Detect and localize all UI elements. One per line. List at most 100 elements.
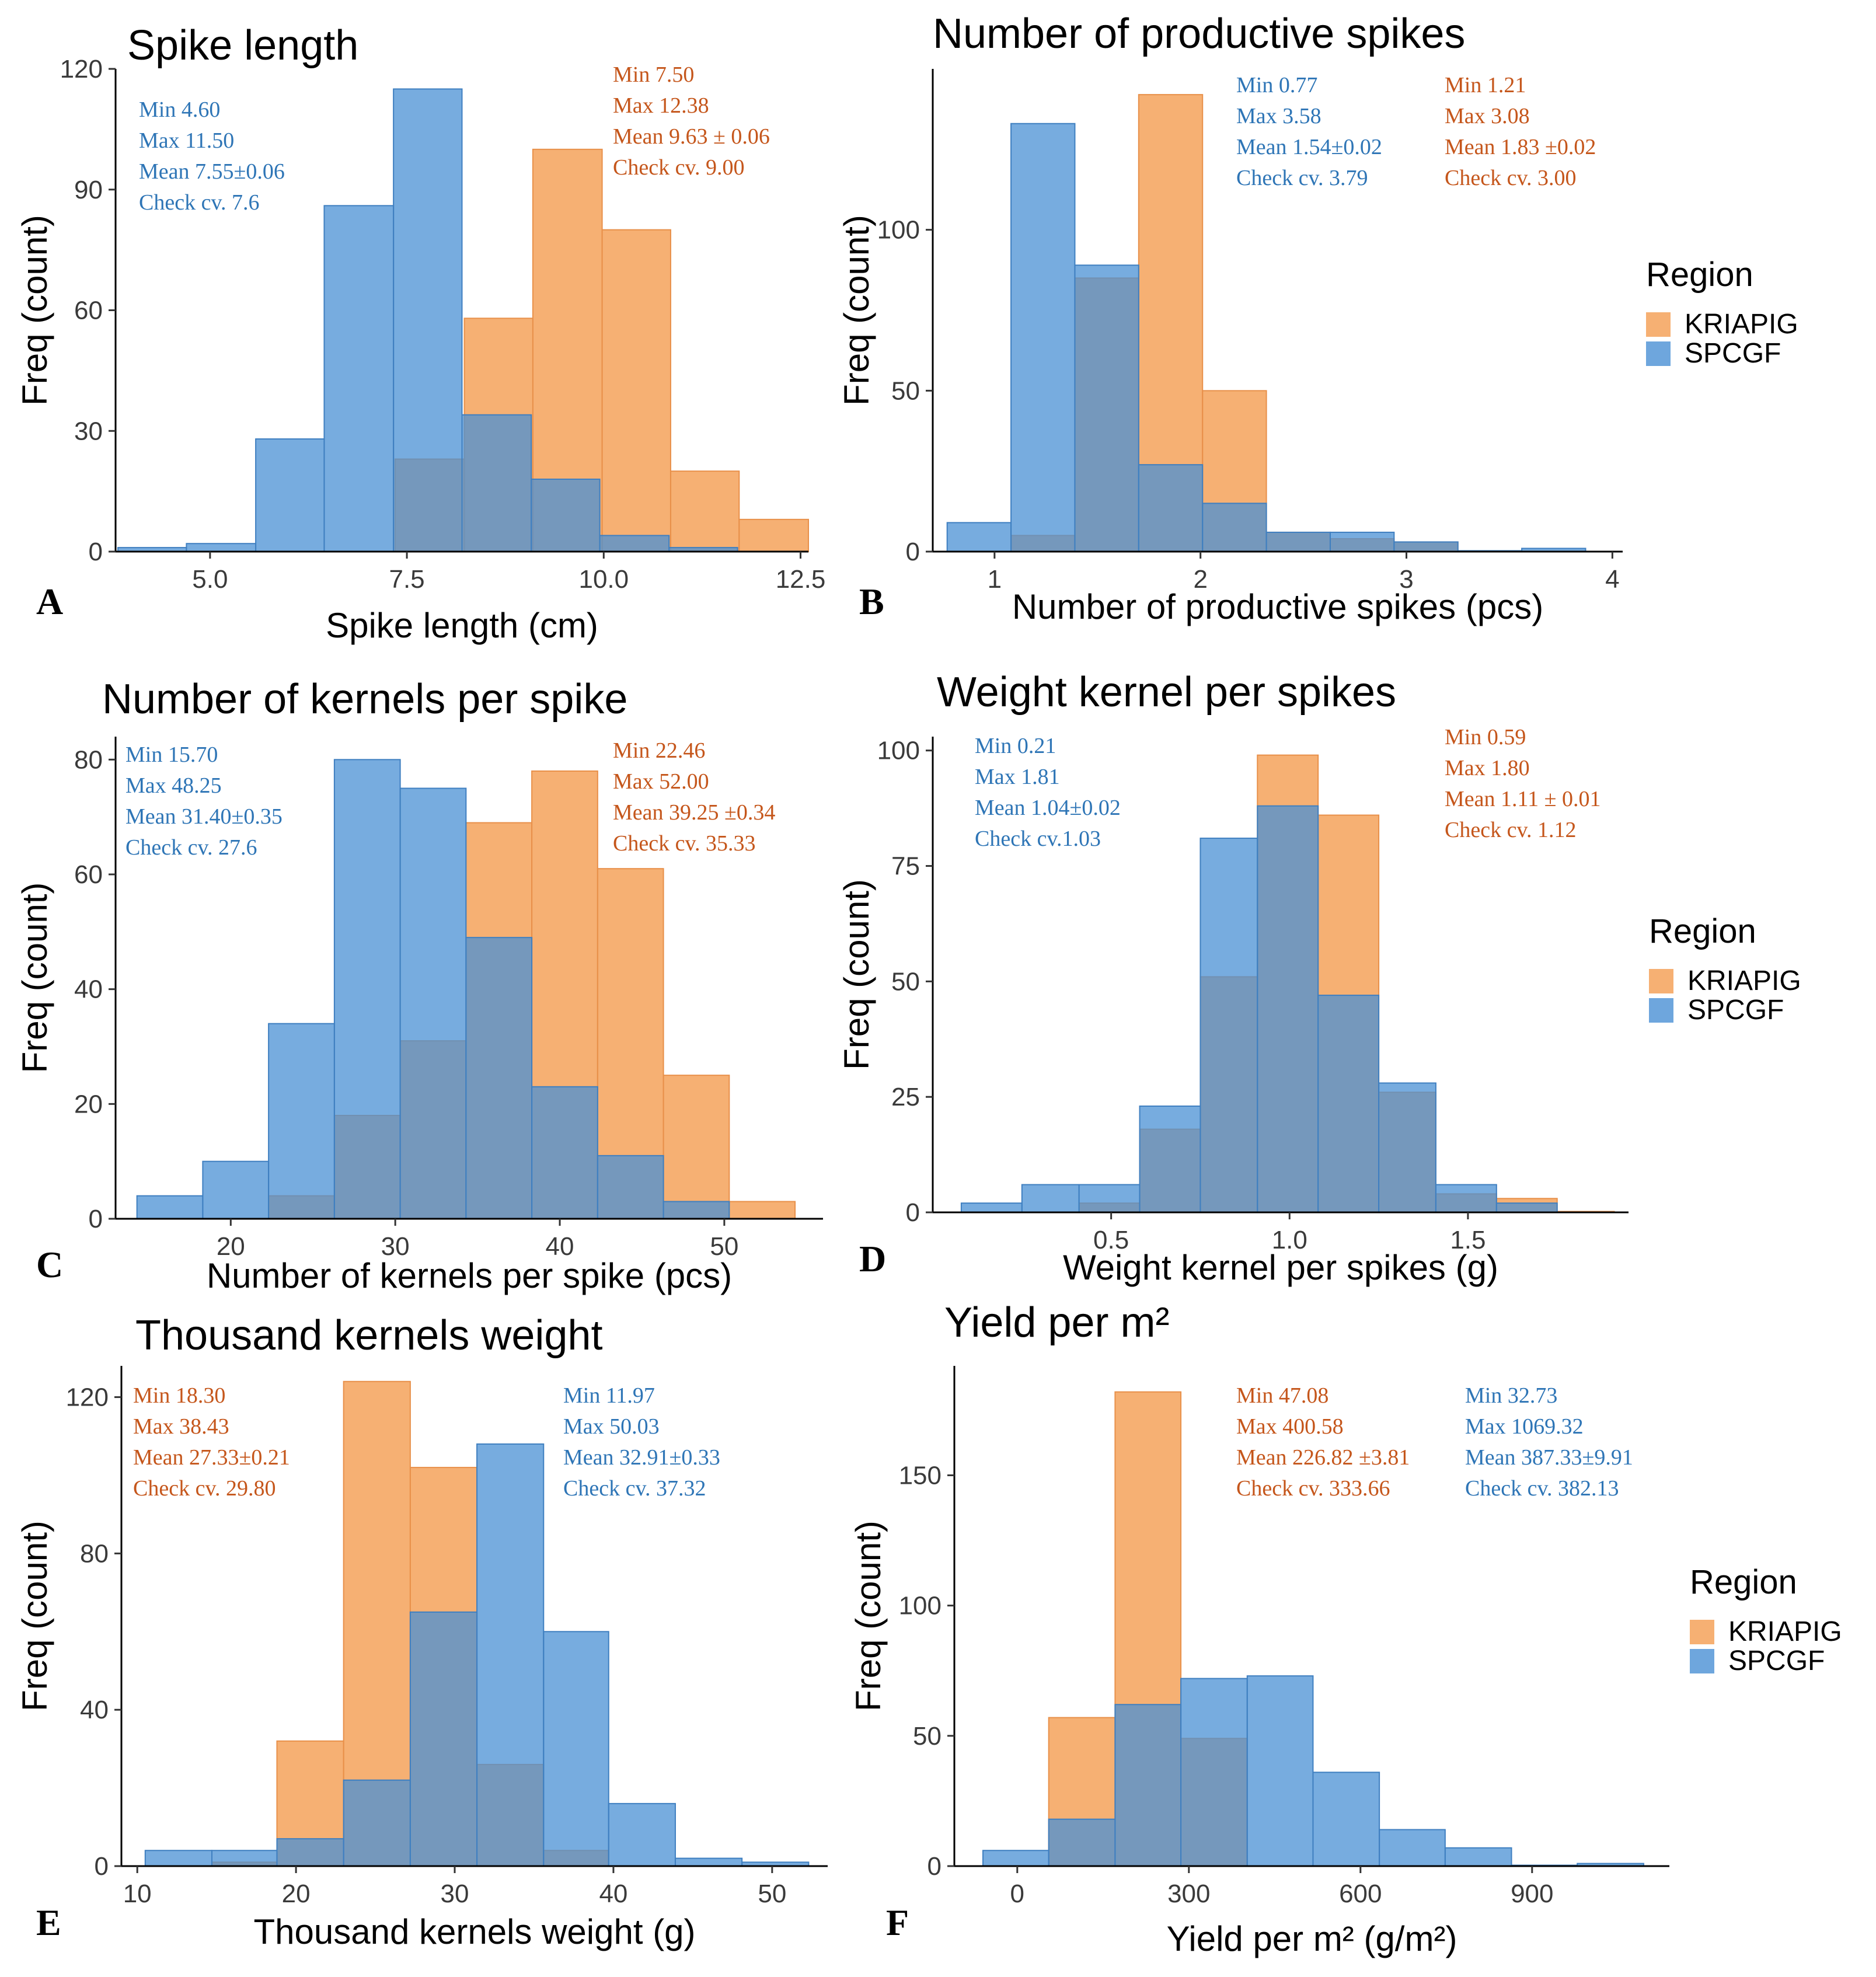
bar-spcgf: [1257, 805, 1319, 1213]
panel-title: Spike length: [127, 22, 358, 69]
stat-line: Check cv.1.03: [975, 827, 1101, 851]
stat-line: Max 12.38: [613, 93, 709, 118]
bar-spcgf: [608, 1802, 676, 1867]
stat-line: Min 1.21: [1445, 73, 1526, 97]
y-tick-label: 0: [906, 1198, 920, 1227]
bar-spcgf: [1378, 1082, 1436, 1214]
y-tick-label: 30: [74, 417, 103, 445]
legend-swatch-kriapig: [1649, 969, 1673, 993]
y-tick-label: 80: [74, 745, 103, 774]
series-spcgf: [946, 123, 1586, 553]
x-tick-label: 1: [988, 565, 1002, 594]
x-tick-label: 3: [1399, 565, 1413, 594]
bar-spcgf: [461, 414, 532, 553]
y-tick-label: 40: [74, 975, 103, 1004]
y-tick-label: 75: [891, 852, 920, 881]
stat-line: Check cv. 3.79: [1236, 166, 1368, 190]
stats-kriapig: Min 7.50 Max 12.38 Mean 9.63 ± 0.06 Check c…: [613, 62, 770, 180]
stat-line: Mean 9.63 ± 0.06: [613, 124, 770, 149]
bar-spcgf: [1074, 264, 1139, 552]
bar-spcgf: [1114, 1704, 1182, 1867]
legend-swatch-kriapig: [1690, 1620, 1714, 1644]
stats-spcgf: Min 11.97 Max 50.03 Mean 32.91±0.33 Check c…: [563, 1383, 720, 1501]
bar-spcgf: [276, 1838, 344, 1867]
bar-spcgf: [333, 759, 401, 1220]
y-tick-label: 120: [66, 1383, 109, 1412]
x-tick-label: 12.5: [776, 565, 826, 594]
legend-title: Region: [1690, 1563, 1797, 1601]
y-tick-label: 50: [913, 1722, 942, 1751]
legend-label-spcgf: SPCGF: [1685, 338, 1781, 369]
panel-e: 0 40 80 120 10 20 30 40 50 Thousand kernels weigh…: [15, 1312, 828, 1951]
stat-line: Mean 1.04±0.02: [975, 796, 1121, 820]
bar-spcgf: [982, 1850, 1049, 1867]
bar-spcgf: [531, 478, 601, 553]
panel-letter: B: [859, 581, 884, 622]
stats-kriapig: Min 22.46 Max 52.00 Mean 39.25 ±0.34 Check …: [613, 738, 775, 856]
series-spcgf: [117, 88, 738, 553]
legend-label-kriapig: KRIAPIG: [1685, 309, 1798, 340]
stats-spcgf: Min 0.77 Max 3.58 Mean 1.54±0.02 Check cv. …: [1236, 73, 1382, 190]
y-tick-label: 60: [74, 297, 103, 325]
stat-line: Min 4.60: [139, 97, 220, 122]
stat-line: Max 3.08: [1445, 104, 1530, 128]
stat-line: Mean 32.91±0.33: [563, 1445, 720, 1470]
stat-line: Mean 31.40±0.35: [125, 804, 283, 829]
y-tick-label: 120: [60, 55, 103, 83]
stat-line: Min 32.73: [1465, 1383, 1557, 1408]
bar-spcgf: [393, 88, 463, 553]
bar-spcgf: [1329, 531, 1395, 552]
stats-kriapig: Min 47.08 Max 400.58 Mean 226.82 ±3.81 Chec…: [1236, 1383, 1410, 1501]
series-spcgf: [144, 1443, 810, 1867]
bar-kriapig: [662, 1075, 730, 1219]
x-tick-label: 40: [599, 1880, 627, 1908]
bar-spcgf: [202, 1160, 270, 1219]
stat-line: Mean 1.54±0.02: [1236, 135, 1382, 159]
stat-line: Check cv. 1.12: [1445, 818, 1576, 842]
stat-line: Min 7.50: [613, 62, 694, 87]
y-tick-label: 0: [89, 1205, 103, 1233]
panel-letter: C: [36, 1244, 63, 1285]
panel-title: Number of kernels per spike: [102, 676, 627, 723]
y-tick-label: 100: [877, 216, 920, 245]
bar-spcgf: [662, 1201, 730, 1219]
panel-title: Weight kernel per spikes: [937, 669, 1396, 716]
x-tick-label: 1.5: [1450, 1226, 1486, 1254]
y-tick-label: 50: [891, 967, 920, 996]
y-axis-label: Freq (count): [837, 215, 876, 406]
bar-spcgf: [1021, 1184, 1080, 1214]
x-axis-label: Number of kernels per spike (pcs): [207, 1256, 732, 1295]
bar-spcgf: [1139, 1106, 1201, 1214]
panel-f: 0 50 100 150 0 300 600 900 Yield per m² Yield per…: [849, 1299, 1669, 1958]
stat-line: Min 18.30: [133, 1383, 225, 1408]
y-tick-label: 50: [891, 376, 920, 405]
bar-spcgf: [543, 1631, 609, 1867]
stat-line: Max 1.80: [1445, 756, 1530, 780]
legend-label-kriapig: KRIAPIG: [1687, 965, 1801, 996]
stats-kriapig: Min 18.30 Max 38.43 Mean 27.33±0.21 Check c…: [133, 1383, 290, 1501]
x-tick-label: 7.5: [389, 565, 424, 594]
y-tick-label: 20: [74, 1090, 103, 1118]
bar-spcgf: [136, 1195, 204, 1220]
panel-letter: F: [886, 1902, 909, 1943]
legend-swatch-kriapig: [1646, 312, 1671, 337]
legend-title: Region: [1649, 912, 1756, 950]
bar-spcgf: [1138, 464, 1204, 553]
panel-title: Thousand kernels weight: [135, 1312, 602, 1359]
x-tick-label: 600: [1339, 1880, 1382, 1908]
stat-line: Check cv. 333.66: [1236, 1476, 1390, 1501]
stats-spcgf: Min 4.60 Max 11.50 Mean 7.55±0.06 Check cv.…: [139, 97, 285, 215]
panel-title: Yield per m²: [944, 1299, 1169, 1346]
y-tick-label: 80: [80, 1539, 109, 1568]
bar-spcgf: [597, 1155, 664, 1220]
bar-spcgf: [211, 1850, 278, 1867]
bar-spcgf: [255, 438, 325, 552]
x-tick-label: 30: [441, 1880, 469, 1908]
stat-line: Mean 1.83 ±0.02: [1445, 135, 1596, 159]
y-tick-label: 60: [74, 860, 103, 889]
stat-line: Mean 7.55±0.06: [139, 159, 285, 184]
stats-kriapig: Min 1.21 Max 3.08 Mean 1.83 ±0.02 Check cv.…: [1445, 73, 1596, 190]
